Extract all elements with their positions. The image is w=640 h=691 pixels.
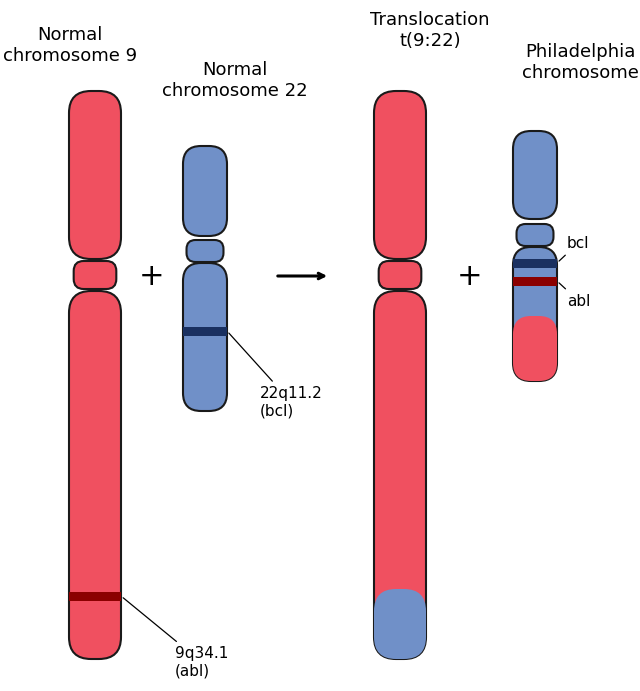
FancyBboxPatch shape	[379, 261, 421, 289]
FancyBboxPatch shape	[374, 589, 426, 659]
Bar	[183, 327, 227, 336]
Text: 9q34.1
(abl): 9q34.1 (abl)	[123, 598, 228, 679]
Bar	[69, 591, 121, 600]
Bar	[513, 276, 557, 285]
FancyBboxPatch shape	[374, 291, 426, 659]
Text: Philadelphia
chromosome: Philadelphia chromosome	[522, 43, 639, 82]
Text: abl: abl	[559, 283, 590, 308]
FancyBboxPatch shape	[183, 146, 227, 236]
Text: Translocation
t(9:22): Translocation t(9:22)	[371, 11, 490, 50]
FancyBboxPatch shape	[516, 224, 554, 246]
Text: +: +	[139, 261, 165, 290]
FancyBboxPatch shape	[74, 261, 116, 289]
Text: +: +	[457, 261, 483, 290]
FancyBboxPatch shape	[69, 91, 121, 259]
FancyBboxPatch shape	[69, 291, 121, 659]
Text: 22q11.2
(bcl): 22q11.2 (bcl)	[229, 333, 323, 418]
FancyBboxPatch shape	[183, 263, 227, 411]
FancyBboxPatch shape	[374, 91, 426, 259]
FancyBboxPatch shape	[513, 316, 557, 381]
FancyBboxPatch shape	[186, 240, 223, 262]
FancyBboxPatch shape	[513, 247, 557, 381]
Text: Normal
chromosome 9: Normal chromosome 9	[3, 26, 137, 65]
Text: bcl: bcl	[559, 236, 589, 261]
Bar	[513, 258, 557, 267]
Text: Normal
chromosome 22: Normal chromosome 22	[162, 61, 308, 100]
FancyBboxPatch shape	[513, 131, 557, 219]
